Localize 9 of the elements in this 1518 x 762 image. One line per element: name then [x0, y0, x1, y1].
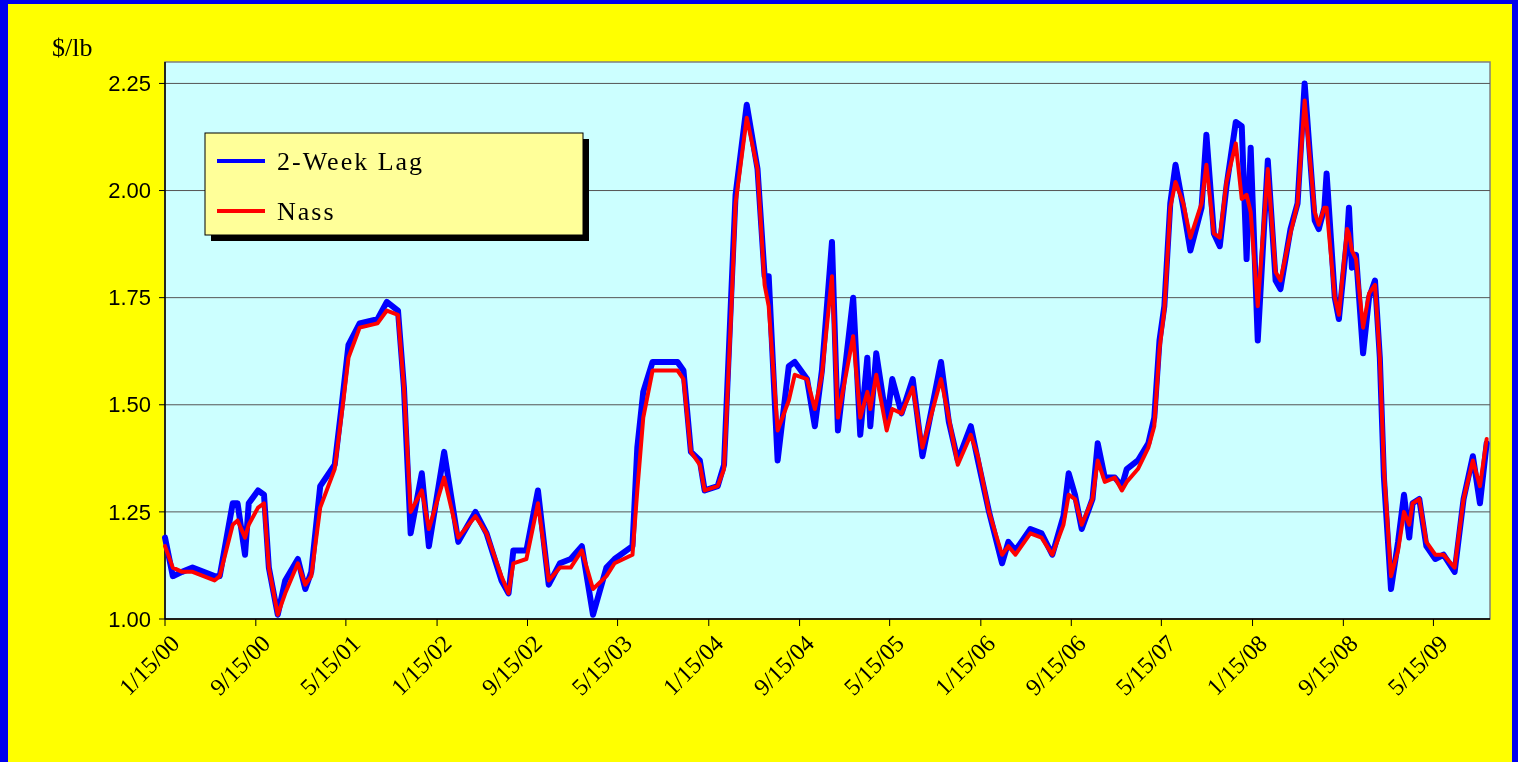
legend-label: Nass: [277, 197, 336, 227]
y-tick-label: 1.50: [108, 392, 151, 418]
y-tick-label: 2.00: [108, 178, 151, 204]
y-tick-label: 1.75: [108, 285, 151, 311]
y-tick-label: 1.25: [108, 499, 151, 525]
y-axis-title: $/lb: [52, 33, 93, 62]
legend-label: 2-Week Lag: [277, 147, 425, 177]
y-tick-label: 2.25: [108, 71, 151, 97]
y-tick-label: 1.00: [108, 606, 151, 632]
